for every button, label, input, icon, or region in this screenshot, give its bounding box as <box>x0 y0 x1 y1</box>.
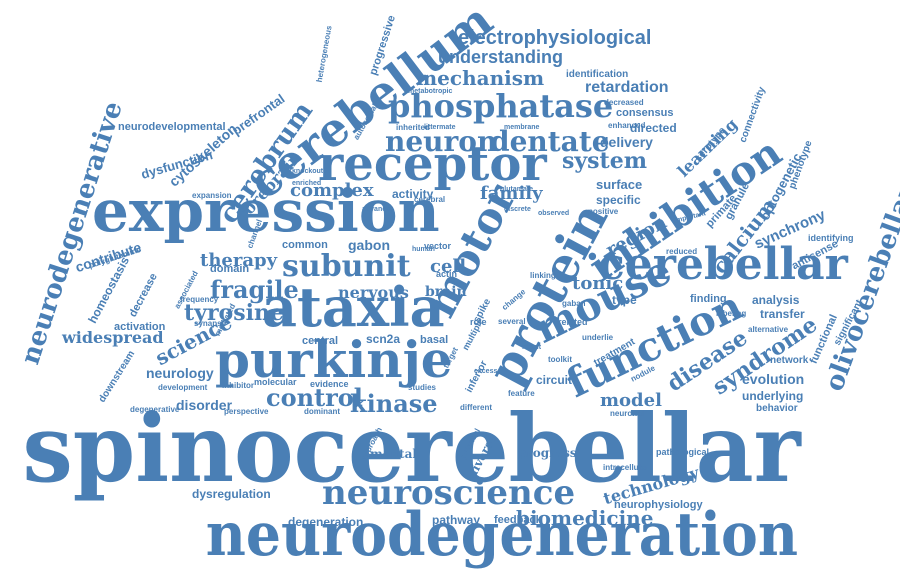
cloud-word: excess <box>474 368 497 375</box>
cloud-word: underlying <box>742 390 803 402</box>
cloud-word: alternative <box>748 326 788 334</box>
cloud-word: consensus <box>616 108 673 119</box>
cloud-word: linking <box>530 272 556 280</box>
cloud-word: pathological <box>656 448 709 457</box>
cloud-word: electrophysiological <box>458 28 651 48</box>
cloud-word: result <box>522 344 541 351</box>
cloud-word: degeneration <box>288 516 363 528</box>
cloud-word: fragile <box>210 278 299 302</box>
cloud-word: molecular <box>254 378 297 387</box>
cloud-word: pathway <box>432 514 480 526</box>
cloud-word: type <box>612 294 637 306</box>
cloud-word: observed <box>538 210 569 217</box>
cloud-word: central <box>302 336 338 347</box>
cloud-word: toolkit <box>548 356 572 364</box>
cloud-word: expansion <box>192 192 232 200</box>
cloud-word: studies <box>408 384 436 392</box>
cloud-word: glutamate <box>500 186 533 193</box>
cloud-word: model <box>600 392 662 410</box>
cloud-word: enhanced <box>608 122 645 130</box>
cloud-word: labeling <box>716 310 746 318</box>
cloud-word: gaban <box>562 300 586 308</box>
cloud-word: evidence <box>310 380 349 389</box>
cloud-word: brain <box>425 285 467 299</box>
cloud-word: system <box>562 150 647 172</box>
cloud-word: feedback <box>494 515 542 526</box>
cloud-word: actin <box>436 270 457 279</box>
cloud-word: advance <box>362 206 390 213</box>
cloud-word: evolution <box>742 372 804 386</box>
cloud-word: development <box>158 384 207 392</box>
cloud-word: identification <box>566 70 628 80</box>
cloud-word: feature <box>508 390 535 398</box>
cloud-word: neurology <box>146 366 214 380</box>
cloud-word: tonic <box>572 275 623 293</box>
cloud-word: neuronal <box>610 410 644 418</box>
cloud-word: progress <box>518 447 577 459</box>
cloud-word: perspective <box>224 408 268 416</box>
cloud-word: mental <box>370 448 417 460</box>
cloud-word: circuit <box>536 374 572 386</box>
cloud-word: positive <box>588 208 618 216</box>
cloud-word: scn2a <box>366 333 400 345</box>
cloud-word: degenerative <box>130 406 179 414</box>
cloud-word: underlie <box>582 334 613 342</box>
cloud-word: inferior <box>465 359 490 394</box>
cloud-word: human <box>412 246 435 253</box>
cloud-word: reduced <box>666 248 697 256</box>
cloud-word: different <box>460 404 492 412</box>
cloud-word: knockout <box>292 168 323 175</box>
cloud-word: common <box>282 240 328 251</box>
cloud-word: subunit <box>282 252 411 282</box>
cloud-word: understanding <box>438 48 563 66</box>
cloud-word: gabon <box>348 238 390 252</box>
cloud-word: dysregulation <box>192 488 271 500</box>
cloud-word: spike <box>472 297 493 324</box>
cloud-word: related <box>558 318 588 327</box>
cloud-word: retardation <box>585 80 669 96</box>
cloud-word: mechanism <box>416 68 544 88</box>
cloud-word: decreased <box>604 99 644 107</box>
cloud-word: dominant <box>304 408 340 416</box>
cloud-word: finding <box>690 294 727 305</box>
cloud-word: specific <box>596 194 641 206</box>
cloud-word: surface <box>596 178 642 191</box>
cloud-word: behavior <box>756 404 798 414</box>
cloud-word: enriched <box>292 180 321 187</box>
cloud-word: nervous <box>338 285 409 301</box>
cloud-word: neuroscience <box>322 476 575 510</box>
cloud-word: kinase <box>350 392 438 416</box>
cloud-word: inherited <box>396 124 430 132</box>
cloud-word: intracellular <box>603 464 648 472</box>
cloud-word: several <box>498 318 526 326</box>
cloud-word: heterogeneous <box>316 25 334 83</box>
cloud-word: neuron <box>385 128 497 156</box>
cloud-word: identifying <box>808 234 854 243</box>
cloud-word: neurodevelopmental <box>118 122 226 133</box>
cloud-word: cerebral <box>414 196 445 204</box>
cloud-word: delivery <box>600 135 653 149</box>
cloud-word: activation <box>114 322 165 333</box>
cloud-word: analysis <box>752 294 799 306</box>
cloud-word: metabotropic <box>408 88 452 95</box>
cloud-word: basal <box>420 335 448 346</box>
cloud-word: membrane <box>504 124 539 131</box>
cloud-word: frequency <box>180 296 218 304</box>
cloud-word: domain <box>210 264 249 275</box>
cloud-word: synapse <box>194 320 226 328</box>
cloud-word: transfer <box>760 308 805 320</box>
cloud-word: inhibitor <box>222 382 254 390</box>
cloud-word: network <box>770 356 808 366</box>
cloud-word: decrease <box>128 272 160 319</box>
cloud-word: discrete <box>504 206 531 213</box>
